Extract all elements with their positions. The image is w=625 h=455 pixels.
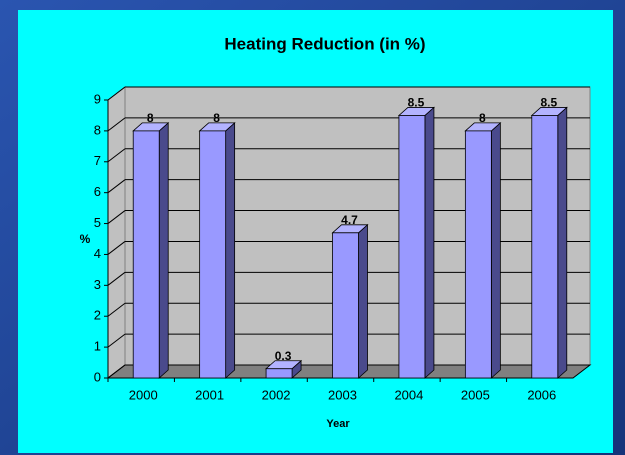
y-tick-label: 0 [94,369,101,384]
x-tick-label: 2001 [195,387,224,402]
grid-line [107,241,126,255]
data-label: 8 [147,111,154,125]
x-tick-label: 2000 [129,387,158,402]
grid-line [107,148,126,163]
bar [332,232,359,379]
y-tick-label: 8 [94,122,101,137]
chart-title: Heating Reduction (in %) [224,34,425,53]
side-wall [107,85,126,380]
bar-side [557,106,568,379]
bar [199,130,227,379]
y-tick-label: 3 [94,277,101,292]
grid-line [107,302,126,317]
grid-line [107,117,126,132]
y-tick-label: 2 [94,308,101,323]
y-tick-label: 4 [94,246,101,261]
y-axis-label: % [80,232,91,246]
y-tick-label: 1 [94,339,101,354]
data-label: 0.3 [275,349,292,363]
x-tick-label: 2005 [461,387,490,402]
data-label: 8.5 [540,96,557,110]
y-tick-label: 5 [94,215,101,230]
bar-side [490,121,501,379]
data-label: 4.7 [341,213,358,227]
y-tick-label: 9 [94,91,101,106]
x-tick-label: 2006 [527,387,556,402]
data-label: 8 [213,111,220,125]
grid-line [107,364,126,379]
bar [265,368,293,379]
bar [464,130,492,379]
grid-line [107,86,126,101]
data-label: 8.5 [408,96,425,110]
bar-side [424,106,435,379]
grid-line [107,210,126,224]
grid-line [107,271,126,286]
bar-side [158,121,169,379]
bar [531,115,559,379]
x-tick-label: 2002 [262,387,291,402]
bar-side [225,121,236,379]
bar [398,115,426,379]
x-tick-label: 2003 [328,387,357,402]
y-tick-label: 7 [94,153,101,168]
bar-side [358,223,368,379]
grid-line [107,179,126,194]
y-tick-label: 6 [94,184,101,199]
bar [132,130,160,379]
grid-line [107,333,126,348]
x-axis-label: Year [326,418,350,430]
data-label: 8 [479,111,486,125]
x-tick-label: 2004 [394,387,423,402]
